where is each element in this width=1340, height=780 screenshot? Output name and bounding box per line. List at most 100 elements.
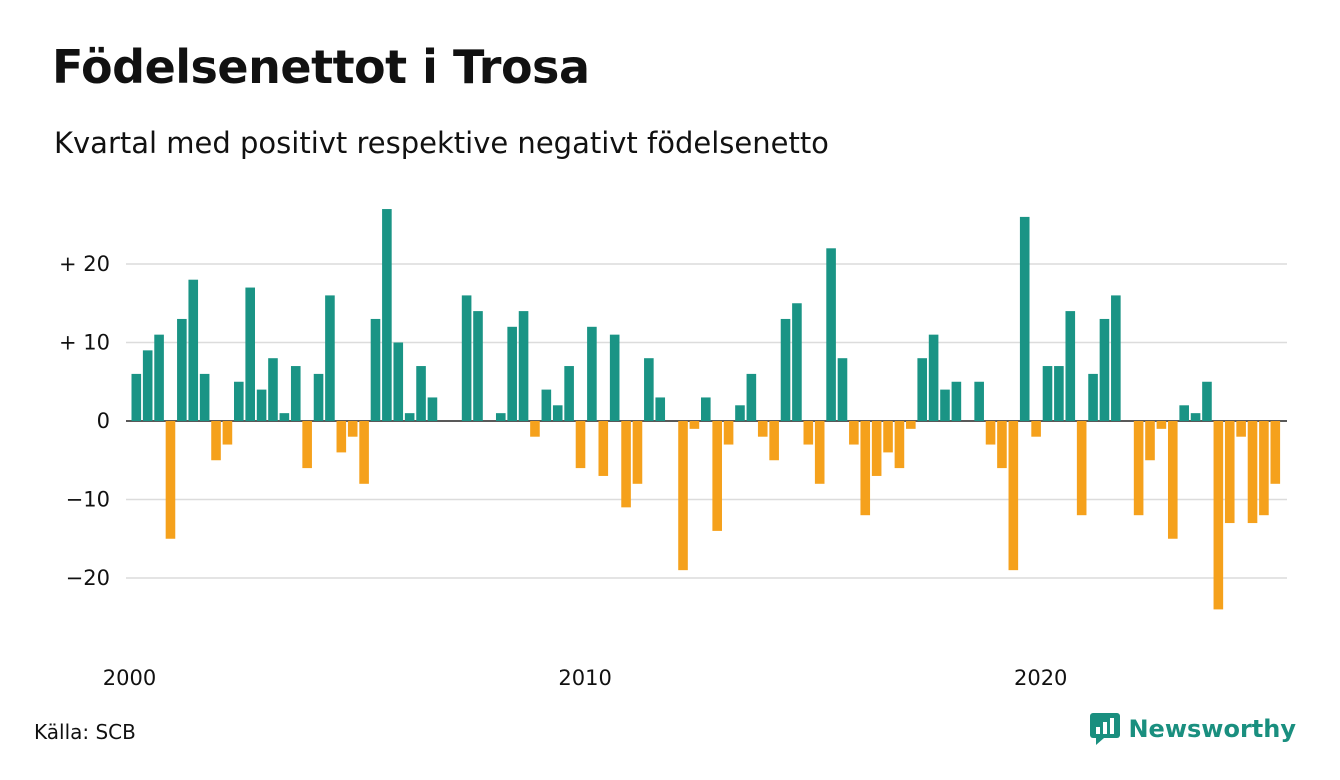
bar <box>1099 318 1110 421</box>
bar <box>883 421 893 453</box>
bar <box>871 421 882 476</box>
y-tick-label: −10 <box>66 488 110 512</box>
bar <box>644 358 654 421</box>
bar <box>1031 421 1041 437</box>
bar <box>541 389 552 421</box>
bar <box>678 421 688 571</box>
bar <box>1156 421 1167 429</box>
bar <box>621 421 631 508</box>
bar <box>564 366 574 421</box>
bar <box>860 421 871 516</box>
bar <box>1224 421 1235 524</box>
bar <box>370 318 381 421</box>
bar <box>632 421 643 484</box>
bar <box>302 421 312 469</box>
y-tick-label: 0 <box>97 409 110 433</box>
bar <box>951 381 962 421</box>
bar-chart: + 20 + 10 0 −10 −20 2000 2010 2020 <box>59 209 1287 690</box>
bar <box>940 389 950 421</box>
bar <box>234 381 244 421</box>
y-tick-label: + 10 <box>59 331 110 355</box>
bar <box>1111 295 1121 421</box>
chart-subtitle: Kvartal med positivt respektive negativt… <box>54 126 829 160</box>
x-tick-label: 2000 <box>103 666 156 690</box>
bar <box>575 421 586 469</box>
bar <box>655 397 666 421</box>
bar <box>188 279 199 421</box>
bar <box>245 287 255 421</box>
bar <box>552 405 563 421</box>
bar <box>974 381 984 421</box>
bar <box>1179 405 1189 421</box>
bar <box>701 397 711 421</box>
bar <box>211 421 221 461</box>
bar <box>427 397 438 421</box>
brand-logo: Newsworthy <box>1090 713 1296 745</box>
bar <box>1042 366 1053 421</box>
bar <box>894 421 905 469</box>
bar <box>906 421 916 429</box>
bar <box>154 334 164 421</box>
bar <box>347 421 358 437</box>
bar <box>268 358 278 421</box>
bar <box>689 421 700 429</box>
bar <box>1247 421 1258 524</box>
bar <box>416 366 426 421</box>
bar <box>1190 413 1201 421</box>
bar <box>1167 421 1178 539</box>
bar <box>165 421 176 539</box>
bar <box>803 421 814 445</box>
bar <box>279 413 290 421</box>
bar <box>735 405 745 421</box>
bar <box>1088 373 1098 421</box>
bar <box>1133 421 1144 516</box>
bar <box>404 413 415 421</box>
bar <box>325 295 335 421</box>
bar <box>393 342 404 421</box>
bar <box>473 311 483 421</box>
bar <box>313 373 324 421</box>
bar <box>769 421 779 461</box>
bar <box>530 421 540 437</box>
bar <box>131 373 142 421</box>
newsworthy-logo-icon <box>1090 713 1121 745</box>
y-tick-label: + 20 <box>59 252 110 276</box>
bar <box>1065 311 1076 421</box>
bar <box>382 209 392 421</box>
bar <box>1202 381 1212 421</box>
bar <box>177 318 187 421</box>
bar <box>1076 421 1087 516</box>
bar <box>1213 421 1224 610</box>
bar <box>723 421 734 445</box>
bar <box>495 413 506 421</box>
bar <box>1270 421 1281 484</box>
chart-title: Födelsenettot i Trosa <box>52 40 590 94</box>
bar <box>780 318 791 421</box>
bar <box>792 303 802 421</box>
bar <box>507 326 517 421</box>
bar <box>1008 421 1019 571</box>
bar <box>359 421 369 484</box>
bar <box>598 421 609 476</box>
bar <box>290 366 301 421</box>
bar <box>826 248 836 421</box>
bar <box>1019 216 1030 421</box>
bar <box>837 358 848 421</box>
bar <box>928 334 939 421</box>
bar <box>256 389 267 421</box>
bar <box>746 373 757 421</box>
bar <box>814 421 825 484</box>
bar <box>609 334 620 421</box>
y-tick-label: −20 <box>66 566 110 590</box>
brand-name: Newsworthy <box>1128 715 1296 743</box>
bar <box>1145 421 1155 461</box>
source-note: Källa: SCB <box>34 720 136 744</box>
axes: + 20 + 10 0 −10 −20 2000 2010 2020 <box>59 252 1067 690</box>
bar <box>917 358 928 421</box>
x-tick-label: 2010 <box>558 666 611 690</box>
bar <box>518 311 529 421</box>
bars <box>131 209 1281 610</box>
bar <box>587 326 597 421</box>
bar <box>199 373 210 421</box>
bar <box>1236 421 1246 437</box>
